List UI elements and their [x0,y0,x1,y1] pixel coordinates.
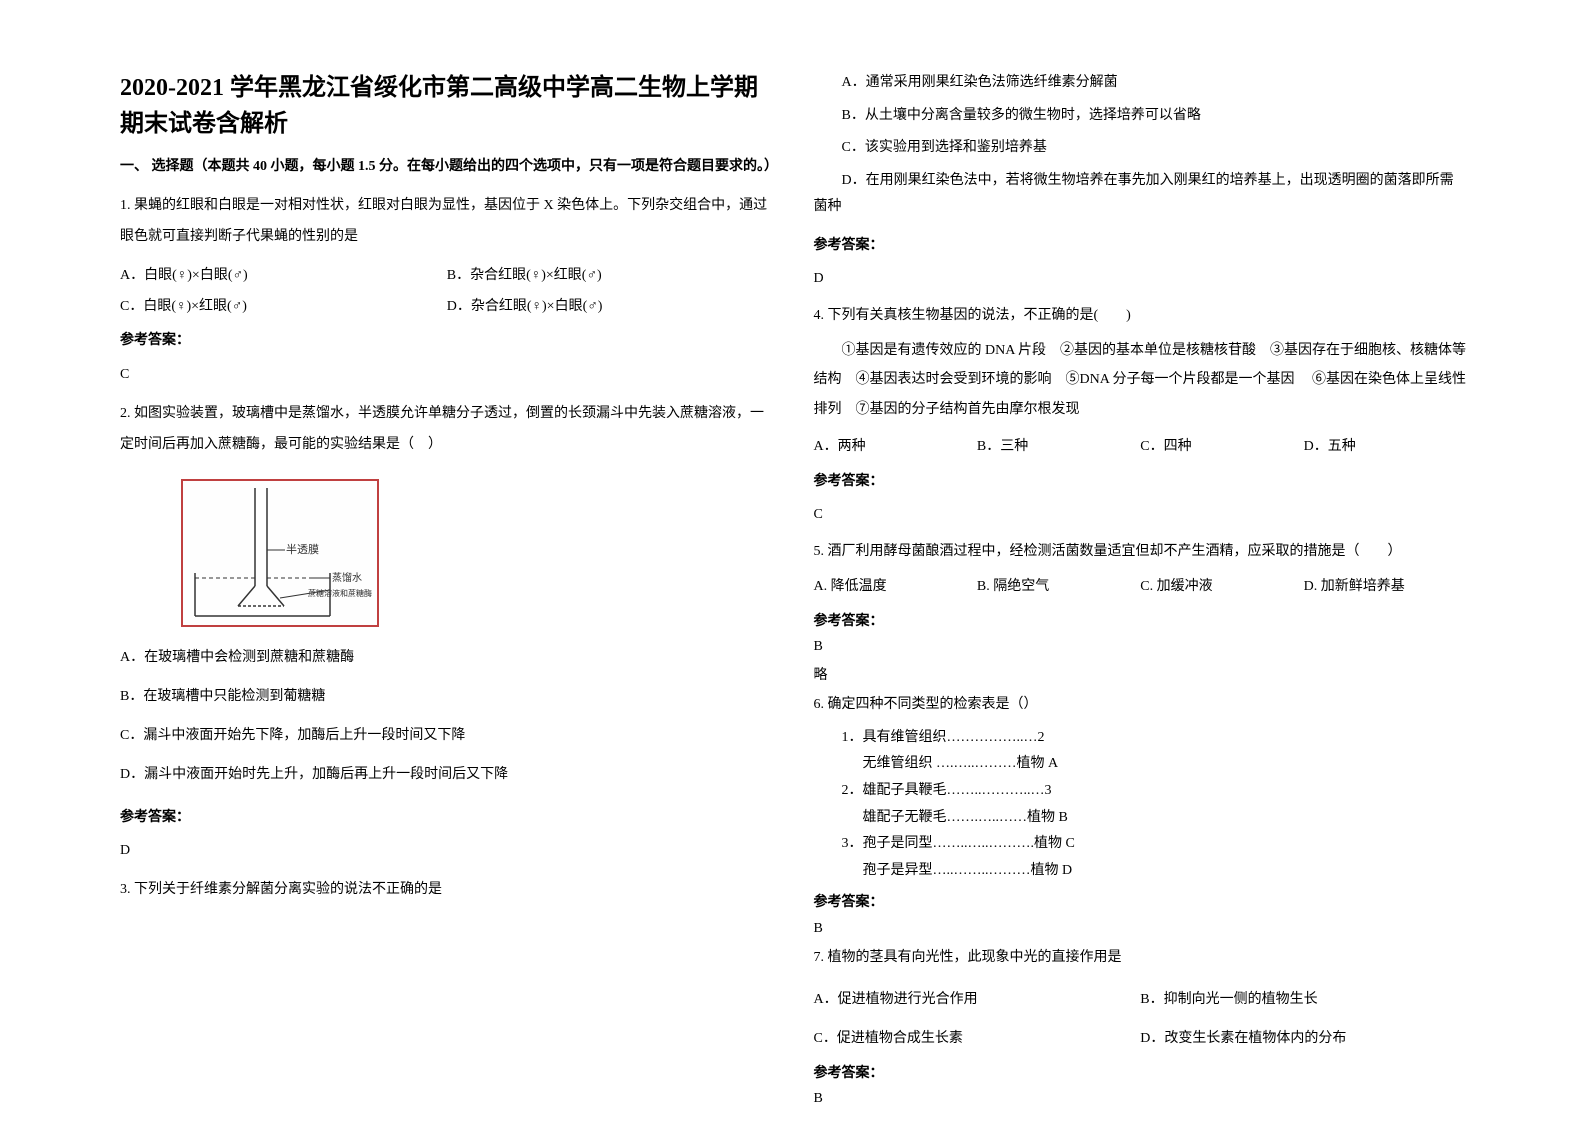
q4-option-c: C．四种 [1140,432,1303,463]
answer-label-7: 参考答案： [814,1061,1468,1086]
question-1-options-row2: C．白眼(♀)×红眼(♂) D．杂合红眼(♀)×白眼(♂) [120,292,774,323]
q5-note: 略 [814,663,1468,688]
answer-label: 参考答案： [120,328,774,353]
question-7-options-row2: C．促进植物合成生长素 D．改变生长素在植物体内的分布 [814,1024,1468,1055]
question-5-text: 5. 酒厂利用酵母菌酿酒过程中，经检测活菌数量适宜但却不产生酒精，应采取的措施是… [814,539,1468,566]
right-column: A．通常采用刚果红染色法筛选纤维素分解菌 B．从土壤中分离含量较多的微生物时，选… [794,70,1488,1072]
q1-option-c: C．白眼(♀)×红眼(♂) [120,292,447,323]
q2-option-b: B．在玻璃槽中只能检测到葡糖糖 [120,682,774,713]
answer-label-2: 参考答案： [120,805,774,830]
answer-label-6: 参考答案： [814,890,1468,915]
answer-label-3: 参考答案： [814,233,1468,258]
answer-label-5: 参考答案： [814,609,1468,634]
question-4-text: 4. 下列有关真核生物基因的说法，不正确的是( ) [814,303,1468,330]
question-6-text: 6. 确定四种不同类型的检索表是（） [814,692,1468,719]
left-column: 2020-2021 学年黑龙江省绥化市第二高级中学高二生物上学期期末试卷含解析 … [100,70,794,1072]
membrane-label: 半透膜 [286,542,319,556]
q2-option-a: A．在玻璃槽中会检测到蔗糖和蔗糖酶 [120,643,774,674]
question-1-text: 1. 果蝇的红眼和白眼是一对相对性状，红眼对白眼为显性，基因位于 X 染色体上。… [120,191,774,253]
q3-answer: D [814,266,1468,291]
funnel-diagram-svg: 半透膜 蒸馏水 蔗糖溶液和蔗糖酶 [180,478,380,628]
question-5-options: A. 降低温度 B. 隔绝空气 C. 加缓冲液 D. 加新鲜培养基 [814,572,1468,603]
question-3-text: 3. 下列关于纤维素分解菌分离实验的说法不正确的是 [120,875,774,906]
q4-option-b: B．三种 [977,432,1140,463]
q7-option-b: B．抑制向光一侧的植物生长 [1140,985,1467,1016]
sugar-label: 蔗糖溶液和蔗糖酶 [308,588,372,598]
q3-option-d: D．在用刚果红染色法中，若将微生物培养在事先加入刚果红的培养基上，出现透明圈的菌… [814,168,1468,221]
q5-option-b: B. 隔绝空气 [977,572,1140,603]
q1-option-b: B．杂合红眼(♀)×红眼(♂) [447,261,774,292]
q4-answer: C [814,502,1468,527]
q2-answer: D [120,838,774,863]
q3-option-a: A．通常采用刚果红染色法筛选纤维素分解菌 [814,70,1468,97]
q4-option-d: D．五种 [1304,432,1467,463]
question-7-options-row1: A．促进植物进行光合作用 B．抑制向光一侧的植物生长 [814,985,1468,1016]
q7-option-d: D．改变生长素在植物体内的分布 [1140,1024,1467,1055]
q4-option-a: A．两种 [814,432,977,463]
q6-key-1b: 无维管组织 ….…..………植物 A [814,751,1468,778]
q6-answer: B [814,916,1468,941]
q6-key-1a: 1．具有维管组织……………..…2 [814,725,1468,752]
q6-key-2a: 2．雄配子具鞭毛……..………..…3 [814,778,1468,805]
q5-answer: B [814,634,1468,659]
water-label: 蒸馏水 [332,571,362,584]
question-2-text: 2. 如图实验装置，玻璃槽中是蒸馏水，半透膜允许单糖分子透过，倒置的长颈漏斗中先… [120,399,774,461]
q5-option-a: A. 降低温度 [814,572,977,603]
q7-option-c: C．促进植物合成生长素 [814,1024,1141,1055]
q6-key-3a: 3．孢子是同型……..…..……….植物 C [814,831,1468,858]
q3-option-c: C．该实验用到选择和鉴别培养基 [814,135,1468,162]
q7-option-a: A．促进植物进行光合作用 [814,985,1141,1016]
q5-option-d: D. 加新鲜培养基 [1304,572,1467,603]
q6-key-3b: 孢子是异型…..……..………植物 D [814,858,1468,885]
q6-key-2b: 雄配子无鞭毛…….…..……植物 B [814,805,1468,832]
q5-option-c: C. 加缓冲液 [1140,572,1303,603]
question-4-options: A．两种 B．三种 C．四种 D．五种 [814,432,1468,463]
q2-figure: 半透膜 蒸馏水 蔗糖溶液和蔗糖酶 [180,478,774,633]
q4-detail-text: ①基因是有遗传效应的 DNA 片段 ②基因的基本单位是核糖核苷酸 ③基因存在于细… [814,336,1468,424]
section-header: 一、 选择题（本题共 40 小题，每小题 1.5 分。在每小题给出的四个选项中，… [120,154,774,179]
q1-option-a: A．白眼(♀)×白眼(♂) [120,261,447,292]
document-title: 2020-2021 学年黑龙江省绥化市第二高级中学高二生物上学期期末试卷含解析 [120,70,774,142]
q1-answer: C [120,362,774,387]
question-4-detail: ①基因是有遗传效应的 DNA 片段 ②基因的基本单位是核糖核苷酸 ③基因存在于细… [814,336,1468,424]
q2-option-c: C．漏斗中液面开始先下降，加酶后上升一段时间又下降 [120,721,774,752]
question-7-text: 7. 植物的茎具有向光性，此现象中光的直接作用是 [814,945,1468,972]
question-1-options-row1: A．白眼(♀)×白眼(♂) B．杂合红眼(♀)×红眼(♂) [120,261,774,292]
answer-label-4: 参考答案： [814,469,1468,494]
q1-option-d: D．杂合红眼(♀)×白眼(♂) [447,292,774,323]
figure-border [182,480,378,626]
q7-answer: B [814,1086,1468,1111]
q2-option-d: D．漏斗中液面开始时先上升，加酶后再上升一段时间后又下降 [120,760,774,791]
q3-option-b: B．从土壤中分离含量较多的微生物时，选择培养可以省略 [814,103,1468,130]
